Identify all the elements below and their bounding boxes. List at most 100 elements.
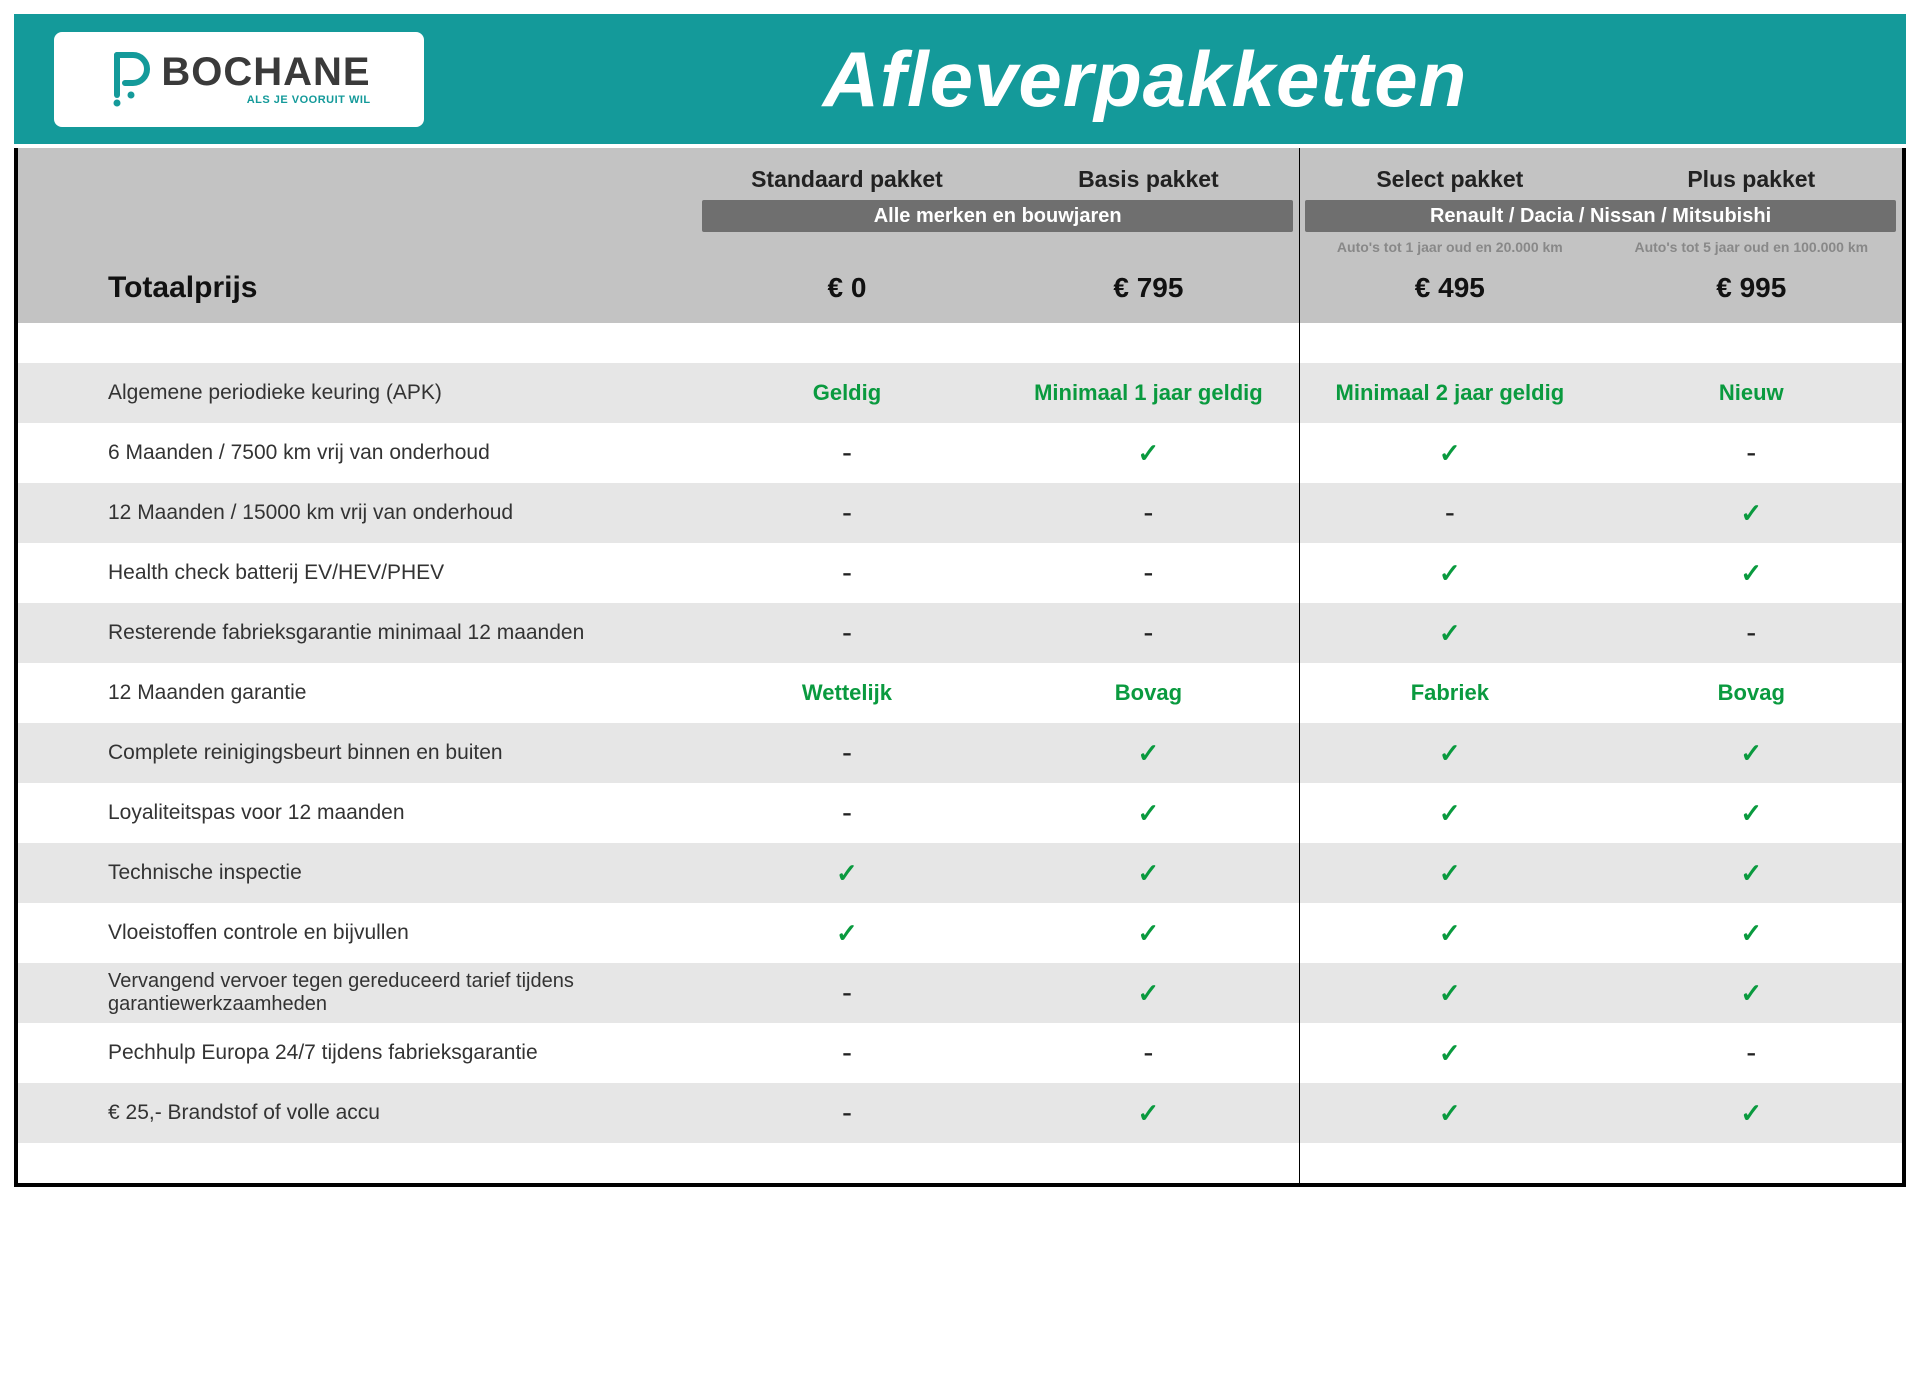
feature-cell: ✓ (1601, 1098, 1902, 1129)
check-icon: ✓ (1439, 738, 1461, 768)
feature-cell: - (1601, 616, 1902, 650)
feature-cell: ✓ (1299, 1038, 1600, 1069)
feature-label: € 25,- Brandstof of volle accu (18, 1101, 696, 1125)
feature-cell: - (998, 496, 1299, 530)
check-icon: ✓ (1439, 1038, 1461, 1068)
dash-icon: - (1746, 1036, 1756, 1069)
page-title: Afleverpakketten (424, 34, 1866, 125)
feature-cell: - (696, 796, 997, 830)
check-icon: ✓ (1137, 438, 1159, 468)
check-icon: ✓ (1137, 738, 1159, 768)
dash-icon: - (842, 1036, 852, 1069)
package-name: Plus pakket (1601, 166, 1902, 193)
feature-cell: Minimaal 1 jaar geldig (998, 380, 1299, 406)
dash-icon: - (842, 616, 852, 649)
feature-cell: - (696, 556, 997, 590)
check-icon: ✓ (1740, 558, 1762, 588)
feature-cell: ✓ (998, 978, 1299, 1009)
feature-label: Vloeistoffen controle en bijvullen (18, 921, 696, 945)
feature-label: Algemene periodieke keuring (APK) (18, 381, 696, 405)
check-icon: ✓ (1740, 738, 1762, 768)
feature-row: 12 Maanden garantieWettelijkBovagFabriek… (18, 663, 1902, 723)
feature-row: Technische inspectie✓✓✓✓ (18, 843, 1902, 903)
feature-cell: - (998, 1036, 1299, 1070)
feature-cell: Bovag (998, 680, 1299, 706)
package-price: € 495 (1299, 272, 1600, 304)
check-icon: ✓ (1439, 798, 1461, 828)
banner: BOCHANE ALS JE VOORUIT WIL Afleverpakket… (14, 14, 1906, 144)
feature-cell-text: Geldig (813, 380, 881, 405)
feature-cell-text: Nieuw (1719, 380, 1784, 405)
dash-icon: - (1445, 496, 1455, 529)
feature-cell: Bovag (1601, 680, 1902, 706)
feature-row: € 25,- Brandstof of volle accu-✓✓✓ (18, 1083, 1902, 1143)
logo-text: BOCHANE ALS JE VOORUIT WIL (161, 52, 370, 106)
feature-cell: ✓ (998, 918, 1299, 949)
check-icon: ✓ (1439, 438, 1461, 468)
subnotes-row: Auto's tot 1 jaar oud en 20.000 km Auto'… (18, 233, 1902, 261)
logo-brand: BOCHANE (161, 52, 370, 92)
check-icon: ✓ (1740, 918, 1762, 948)
dash-icon: - (1746, 616, 1756, 649)
feature-cell: - (696, 1036, 997, 1070)
feature-cell-text: Minimaal 2 jaar geldig (1336, 380, 1565, 405)
feature-row: Complete reinigingsbeurt binnen en buite… (18, 723, 1902, 783)
check-icon: ✓ (836, 858, 858, 888)
feature-cell: ✓ (998, 738, 1299, 769)
check-icon: ✓ (1137, 798, 1159, 828)
feature-row: 6 Maanden / 7500 km vrij van onderhoud-✓… (18, 423, 1902, 483)
feature-cell: Minimaal 2 jaar geldig (1299, 380, 1600, 406)
package-price: € 0 (696, 272, 997, 304)
feature-row: Resterende fabrieksgarantie minimaal 12 … (18, 603, 1902, 663)
feature-cell: ✓ (1299, 738, 1600, 769)
feature-row: Algemene periodieke keuring (APK) Geldig M… (18, 363, 1902, 423)
feature-cell: ✓ (998, 438, 1299, 469)
feature-cell: ✓ (1299, 1098, 1600, 1129)
dash-icon: - (842, 796, 852, 829)
check-icon: ✓ (1740, 978, 1762, 1008)
check-icon: ✓ (1439, 978, 1461, 1008)
feature-row: Health check batterij EV/HEV/PHEV--✓✓ (18, 543, 1902, 603)
comparison-table: Standaard pakket Basis pakket Select pak… (14, 148, 1906, 1187)
package-subnote: Auto's tot 5 jaar oud en 100.000 km (1601, 239, 1902, 255)
check-icon: ✓ (1740, 858, 1762, 888)
check-icon: ✓ (1439, 618, 1461, 648)
check-icon: ✓ (836, 918, 858, 948)
feature-cell: - (696, 1096, 997, 1130)
feature-cell: ✓ (1299, 978, 1600, 1009)
check-icon: ✓ (1439, 918, 1461, 948)
feature-row: Vloeistoffen controle en bijvullen ✓ ✓ ✓ ✓ (18, 903, 1902, 963)
feature-label: Complete reinigingsbeurt binnen en buite… (18, 741, 696, 765)
feature-cell: ✓ (696, 858, 997, 889)
group-divider (1299, 148, 1300, 1183)
check-icon: ✓ (1740, 798, 1762, 828)
check-icon: ✓ (1439, 858, 1461, 888)
feature-cell: Nieuw (1601, 380, 1902, 406)
feature-cell: Geldig (696, 380, 997, 406)
totalprice-label: Totaalprijs (18, 271, 696, 305)
feature-label: Technische inspectie (18, 861, 696, 885)
group-bar-all-brands: Alle merken en bouwjaren (702, 200, 1293, 232)
feature-cell: - (1601, 1036, 1902, 1070)
feature-cell: ✓ (1299, 618, 1600, 649)
feature-label: Resterende fabrieksgarantie minimaal 12 … (18, 621, 696, 645)
feature-cell: ✓ (1601, 498, 1902, 529)
check-icon: ✓ (1439, 1098, 1461, 1128)
package-names-row: Standaard pakket Basis pakket Select pak… (18, 166, 1902, 193)
dash-icon: - (1143, 1036, 1153, 1069)
feature-cell: ✓ (696, 918, 997, 949)
feature-cell: ✓ (1299, 798, 1600, 829)
feature-label: Pechhulp Europa 24/7 tijdens fabrieksgar… (18, 1041, 696, 1065)
feature-cell: ✓ (1601, 978, 1902, 1009)
dash-icon: - (842, 556, 852, 589)
feature-cell: - (1299, 496, 1600, 530)
feature-cell: ✓ (1601, 918, 1902, 949)
feature-cell: ✓ (998, 798, 1299, 829)
features-body: Algemene periodieke keuring (APK) Geldig M… (18, 363, 1902, 1143)
check-icon: ✓ (1740, 1098, 1762, 1128)
feature-row: Loyaliteitspas voor 12 maanden-✓✓✓ (18, 783, 1902, 843)
feature-cell: ✓ (1299, 858, 1600, 889)
dash-icon: - (842, 436, 852, 469)
feature-row: Pechhulp Europa 24/7 tijdens fabrieksgar… (18, 1023, 1902, 1083)
feature-cell: - (696, 616, 997, 650)
